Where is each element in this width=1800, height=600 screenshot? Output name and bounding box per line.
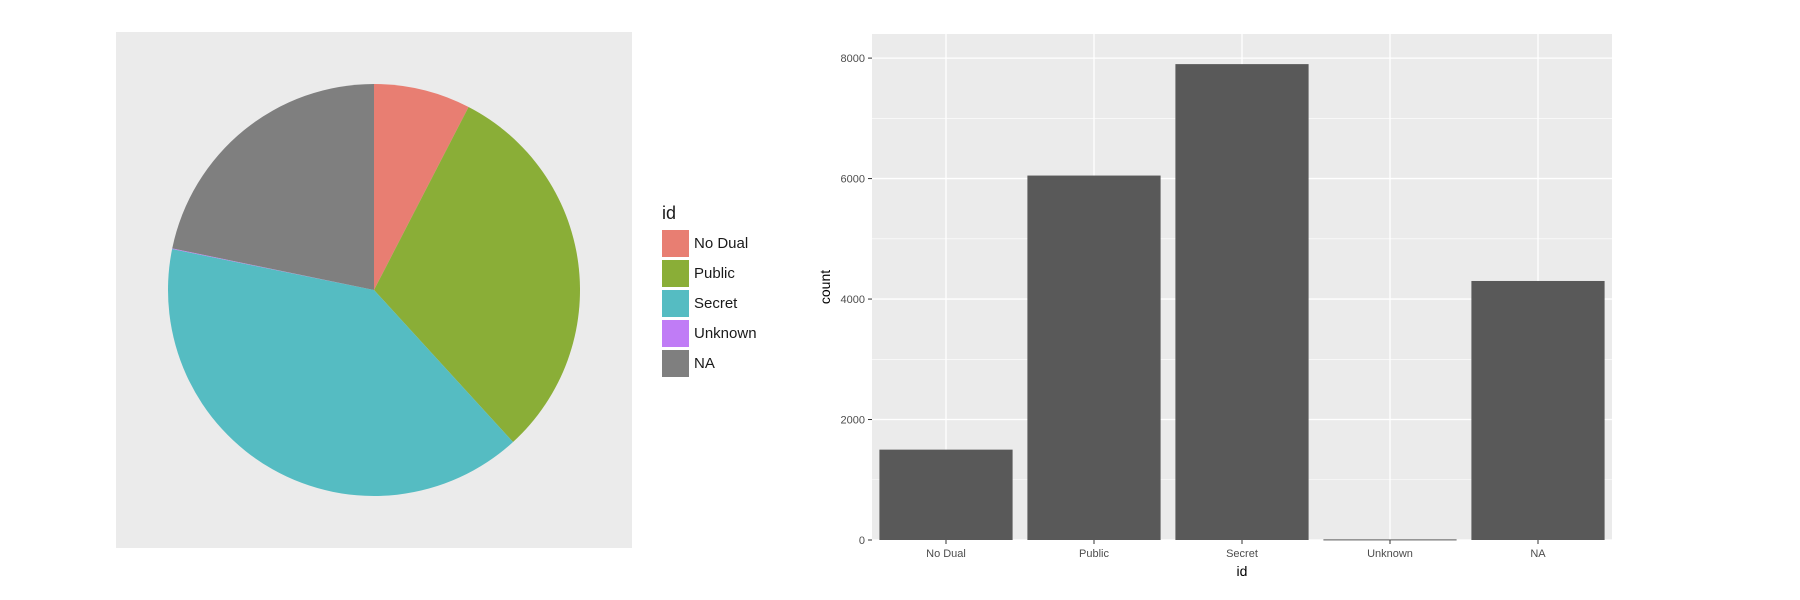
x-tick-label: Public [1079, 548, 1109, 560]
y-tick-label: 8000 [841, 53, 865, 65]
bar-na [1471, 280, 1605, 540]
legend-key-secret [662, 289, 689, 317]
y-tick-label: 6000 [841, 174, 865, 186]
legend-items: No Dual Public Secret Unknown NA [662, 228, 782, 378]
legend-label: Unknown [694, 324, 757, 342]
y-tick-label: 0 [859, 535, 865, 547]
pie-slice-na [172, 83, 374, 290]
legend-key-public [662, 259, 689, 287]
y-axis-title: count [817, 270, 833, 304]
legend-label: Secret [694, 294, 738, 312]
y-tick-label: 4000 [841, 294, 865, 306]
bar-no-dual [879, 449, 1013, 540]
pie-slice-secret [168, 249, 514, 497]
legend-item-public: Public [662, 258, 782, 288]
pie-chart [168, 83, 580, 497]
bar-chart: 0 2000 4000 6000 8000 No Dual Public Secret Unkn… [817, 34, 1612, 579]
bar-public [1027, 175, 1161, 541]
bar-unknown [1323, 539, 1457, 541]
legend-item-na: NA [662, 348, 782, 378]
y-tick-label: 2000 [841, 415, 865, 427]
legend-label: Public [694, 264, 735, 282]
legend-item-unknown: Unknown [662, 318, 782, 348]
legend-label: NA [694, 354, 715, 372]
pie-slice-public [374, 106, 580, 443]
x-axis-title: id [1237, 563, 1248, 579]
legend-item-no-dual: No Dual [662, 228, 782, 258]
bar-secret [1175, 64, 1309, 540]
x-tick-label: Unknown [1367, 548, 1413, 560]
pie-legend: id No Dual Public Secret Unknown NA [662, 202, 782, 378]
legend-item-secret: Secret [662, 288, 782, 318]
x-tick-label: Secret [1226, 548, 1258, 560]
legend-key-na [662, 349, 689, 377]
pie-slice-no-dual [374, 84, 469, 290]
x-tick-label: NA [1530, 548, 1546, 560]
x-tick-label: No Dual [926, 548, 966, 560]
pie-chart-panel [116, 32, 632, 548]
legend-key-no-dual [662, 229, 689, 257]
pie-slice-unknown [172, 248, 374, 290]
legend-key-unknown [662, 319, 689, 347]
legend-title: id [662, 203, 677, 223]
legend-label: No Dual [694, 234, 749, 252]
